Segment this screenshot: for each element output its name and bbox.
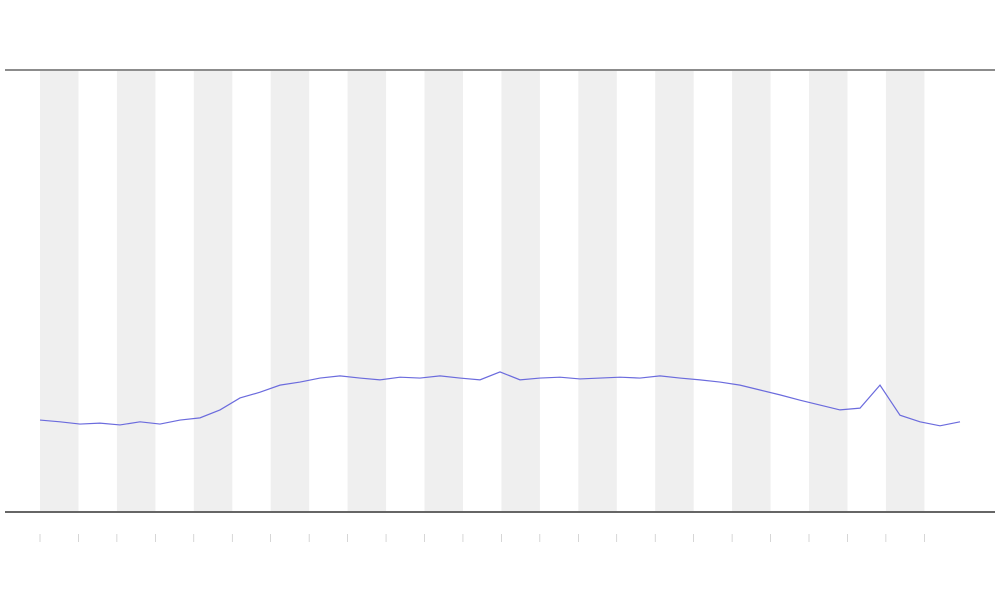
shade-band <box>501 71 540 511</box>
shade-band <box>193 71 233 511</box>
shade-band <box>578 71 617 511</box>
shade-band <box>655 71 694 511</box>
shade-band <box>424 71 463 511</box>
shade-band <box>116 71 156 511</box>
shade-band <box>40 71 79 511</box>
shade-band <box>270 71 310 511</box>
shade-band <box>732 71 771 511</box>
shade-band <box>809 71 848 511</box>
data-line <box>39 371 961 427</box>
shade-band <box>885 71 925 511</box>
shade-band <box>347 71 387 511</box>
